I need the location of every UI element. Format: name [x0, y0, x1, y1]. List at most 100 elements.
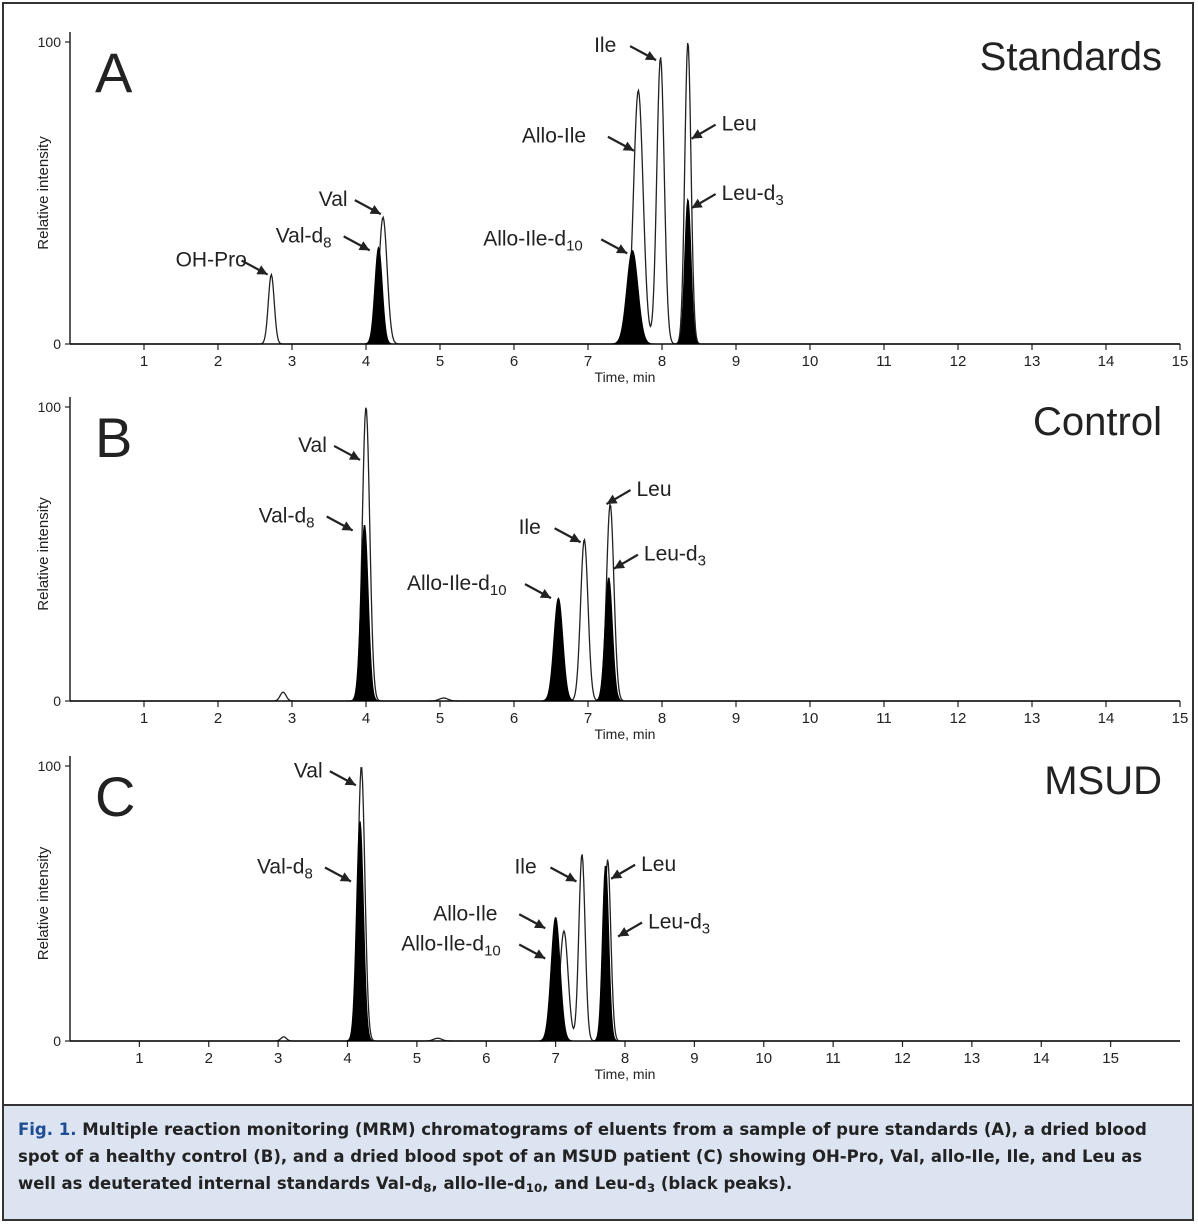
x-tick-label: 3 [288, 353, 296, 370]
arrow-head [622, 141, 634, 151]
arrow-head [534, 919, 546, 929]
panel-title: Standards [980, 35, 1162, 79]
x-tick-label: 4 [362, 353, 370, 370]
x-tick-label: 5 [436, 353, 444, 370]
caption-text: Multiple reaction monitoring (MRM) chrom… [18, 1120, 1147, 1195]
panel-letter: C [95, 765, 135, 828]
internal-standard-trace [70, 821, 1180, 1042]
peak-label-text: Allo-Ile-d [407, 572, 490, 595]
peak-label-text: Allo-Ile [433, 902, 497, 925]
peak-annotation: Allo-Ile-d10 [407, 572, 552, 599]
x-tick-label: 9 [732, 710, 740, 727]
peak-annotation: Allo-Ile-d10 [401, 933, 546, 960]
x-tick-label: 1 [140, 710, 148, 727]
y-tick-label: 100 [38, 34, 62, 50]
x-tick-label: 6 [510, 710, 518, 727]
arrow-head [691, 198, 703, 209]
peak-annotation: Allo-Ile [433, 902, 546, 930]
x-axis-label: Time, min [595, 1066, 656, 1082]
caption-subscript: 3 [646, 1180, 656, 1195]
arrow-head [618, 927, 630, 937]
peak-annotation: Ile [514, 856, 577, 883]
peak-label-subscript: 3 [698, 553, 706, 570]
caption-subscript: 10 [525, 1180, 543, 1195]
peak-label: Leu [641, 853, 676, 876]
x-tick-label: 6 [482, 1050, 490, 1067]
peak-label-text: Allo-Ile [522, 125, 586, 148]
arrow-head [691, 129, 703, 139]
x-tick-label: 10 [802, 710, 819, 727]
peak-label-text: Val [298, 434, 327, 457]
analyte-trace [70, 407, 1180, 702]
x-tick-label: 9 [732, 353, 740, 370]
analyte-trace [70, 42, 1180, 345]
arrow-head [358, 241, 370, 251]
y-axis-label: Relative intensity [35, 846, 52, 960]
arrow-head [565, 872, 577, 882]
peak-annotation: Val-d8 [276, 224, 371, 251]
peak-annotation: Leu [605, 478, 672, 505]
x-tick-label: 11 [825, 1050, 841, 1067]
peak-annotation: Val-d8 [259, 504, 354, 531]
x-tick-label: 15 [1172, 710, 1189, 727]
analyte-trace [70, 767, 1180, 1042]
peak-label-text: Val [294, 759, 323, 782]
peak-annotation: Val-d8 [257, 856, 352, 883]
caption-segment: Multiple reaction monitoring (MRM) chrom… [18, 1120, 1147, 1193]
x-tick-label: 15 [1172, 353, 1189, 370]
peak-annotation: Allo-Ile-d10 [483, 227, 628, 254]
x-tick-label: 2 [214, 353, 222, 370]
y-tick-label: 0 [53, 693, 61, 709]
peak-label-subscript: 10 [484, 943, 501, 960]
peak-label: Leu-d3 [644, 543, 706, 570]
peak-annotation: Leu-d3 [613, 543, 706, 570]
arrow-head [606, 494, 618, 505]
x-tick-label: 10 [755, 1050, 772, 1067]
x-tick-label: 8 [621, 1050, 629, 1067]
peak-label: Allo-Ile-d10 [483, 227, 583, 254]
peak-label: Allo-Ile-d10 [401, 933, 501, 960]
panel-title: Control [1033, 400, 1162, 444]
arrow-head [534, 949, 546, 959]
peak-label: OH-Pro [176, 249, 247, 272]
internal-standard-trace [70, 524, 1180, 702]
arrow-head [644, 50, 657, 61]
x-tick-label: 5 [436, 710, 444, 727]
x-tick-label: 1 [140, 353, 148, 370]
peak-label: Val-d8 [257, 856, 313, 883]
x-tick-label: 1 [135, 1050, 143, 1067]
peak-label: Val [298, 434, 327, 457]
peak-label-text: Val-d [257, 856, 304, 879]
peak-label: Val-d8 [276, 224, 332, 251]
x-tick-label: 15 [1102, 1050, 1119, 1067]
peak-label: Ile [514, 856, 536, 879]
peak-label-subscript: 8 [304, 866, 312, 883]
caption-box: Fig. 1. Multiple reaction monitoring (MR… [4, 1104, 1192, 1219]
peak-annotation: Allo-Ile [522, 125, 635, 152]
peak-label-text: Leu [641, 853, 676, 876]
peak-annotation: OH-Pro [176, 249, 269, 276]
x-tick-label: 5 [413, 1050, 421, 1067]
peak-label-text: Leu [637, 478, 672, 501]
peak-label-text: OH-Pro [176, 249, 247, 272]
peak-label-text: Ile [594, 34, 616, 57]
y-axis-label: Relative intensity [35, 136, 52, 250]
peak-label-text: Allo-Ile-d [483, 227, 566, 250]
x-tick-label: 6 [510, 353, 518, 370]
panel-title: MSUD [1044, 759, 1162, 803]
peak-label-text: Leu-d [644, 543, 698, 566]
x-tick-label: 7 [584, 353, 592, 370]
peak-label-text: Ile [514, 856, 536, 879]
caption-subscript: 8 [423, 1180, 432, 1195]
y-tick-label: 100 [38, 399, 62, 415]
arrow-head [369, 204, 381, 215]
peak-annotation: Leu [691, 113, 757, 140]
x-tick-label: 4 [343, 1050, 351, 1067]
x-tick-label: 9 [690, 1050, 698, 1067]
peak-label-subscript: 10 [490, 582, 507, 599]
peak-label-subscript: 3 [702, 921, 710, 938]
x-tick-label: 14 [1098, 353, 1115, 370]
